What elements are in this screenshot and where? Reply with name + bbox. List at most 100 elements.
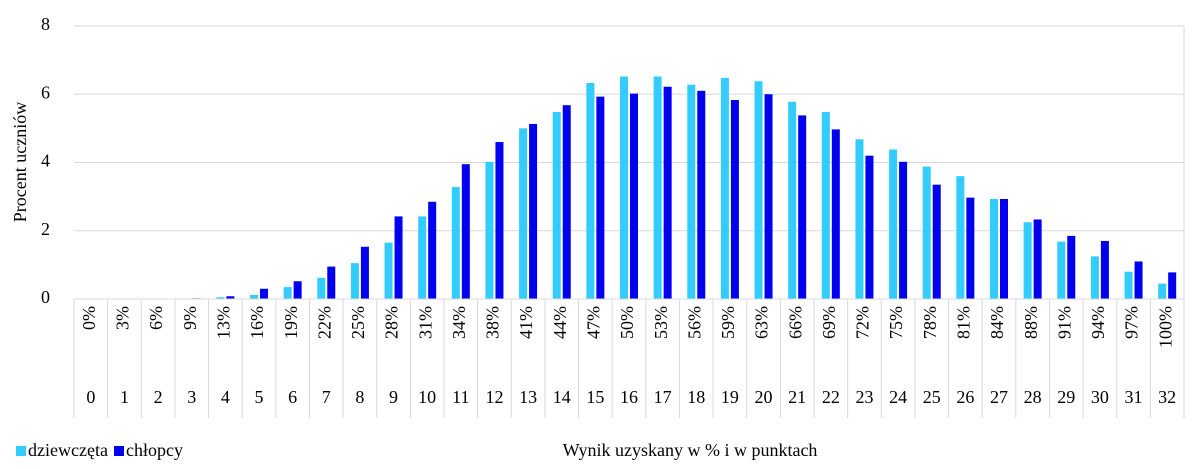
x-tick-label: 63% bbox=[752, 306, 772, 339]
bar bbox=[596, 97, 604, 299]
x-tick-label-points: 6 bbox=[288, 387, 297, 407]
bar bbox=[798, 115, 806, 299]
x-tick-label: 75% bbox=[886, 306, 906, 339]
x-tick-label-points: 30 bbox=[1091, 387, 1109, 407]
bar bbox=[990, 199, 998, 299]
bar bbox=[485, 162, 493, 299]
x-tick-label: 31% bbox=[415, 306, 435, 339]
bar bbox=[519, 128, 527, 299]
bar bbox=[351, 263, 359, 299]
x-tick-label-points: 21 bbox=[788, 387, 806, 407]
bar bbox=[317, 278, 325, 299]
bar bbox=[1135, 261, 1143, 299]
x-tick-label-points: 1 bbox=[120, 387, 129, 407]
x-tick-label-points: 29 bbox=[1057, 387, 1075, 407]
x-tick-label: 34% bbox=[449, 306, 469, 339]
bar bbox=[899, 162, 907, 299]
x-tick-label: 78% bbox=[920, 306, 940, 339]
x-tick-label-points: 20 bbox=[755, 387, 773, 407]
bar bbox=[889, 150, 897, 299]
x-tick-label-points: 28 bbox=[1024, 387, 1042, 407]
bar bbox=[260, 289, 268, 299]
bar bbox=[697, 91, 705, 299]
x-tick-label: 97% bbox=[1122, 306, 1142, 339]
bar bbox=[966, 198, 974, 299]
x-tick-label: 53% bbox=[651, 306, 671, 339]
x-tick-label-points: 4 bbox=[221, 387, 230, 407]
x-tick-label: 25% bbox=[348, 306, 368, 339]
bar bbox=[933, 185, 941, 299]
bar bbox=[250, 295, 258, 299]
y-tick-label: 6 bbox=[41, 82, 50, 102]
bar bbox=[361, 247, 369, 299]
x-tick-label: 9% bbox=[180, 306, 200, 330]
legend-swatch bbox=[114, 446, 124, 456]
bar bbox=[327, 267, 335, 299]
x-tick-label: 6% bbox=[146, 306, 166, 330]
bar bbox=[553, 112, 561, 299]
x-tick-label-points: 22 bbox=[822, 387, 840, 407]
x-tick-label: 69% bbox=[819, 306, 839, 339]
x-tick-label: 88% bbox=[1021, 306, 1041, 339]
legend-swatch bbox=[16, 446, 26, 456]
x-tick-label-points: 31 bbox=[1125, 387, 1143, 407]
bar bbox=[586, 83, 594, 299]
x-tick-label: 3% bbox=[113, 306, 133, 330]
x-tick-label-points: 32 bbox=[1158, 387, 1176, 407]
bar bbox=[1091, 256, 1099, 299]
x-tick-label-points: 2 bbox=[154, 387, 163, 407]
bar bbox=[721, 78, 729, 299]
bar bbox=[452, 187, 460, 299]
x-tick-label-points: 17 bbox=[654, 387, 672, 407]
bar bbox=[620, 77, 628, 299]
y-tick-label: 8 bbox=[41, 14, 50, 34]
bar bbox=[788, 102, 796, 299]
bar bbox=[731, 100, 739, 299]
x-tick-label-points: 24 bbox=[889, 387, 907, 407]
x-tick-label-points: 14 bbox=[553, 387, 571, 407]
x-tick-label-points: 5 bbox=[255, 387, 264, 407]
bar bbox=[765, 94, 773, 299]
x-tick-label-points: 12 bbox=[485, 387, 503, 407]
y-tick-label: 4 bbox=[41, 151, 50, 171]
bar bbox=[1000, 199, 1008, 299]
x-tick-label-points: 7 bbox=[322, 387, 331, 407]
x-tick-label-points: 15 bbox=[586, 387, 604, 407]
bar bbox=[1125, 272, 1133, 299]
legend-label: chłopcy bbox=[126, 440, 183, 460]
x-tick-label-points: 18 bbox=[687, 387, 705, 407]
x-tick-label: 50% bbox=[617, 306, 637, 339]
x-tick-label: 22% bbox=[314, 306, 334, 339]
x-tick-label: 47% bbox=[583, 306, 603, 339]
x-tick-label: 72% bbox=[853, 306, 873, 339]
x-tick-label: 28% bbox=[382, 306, 402, 339]
bar bbox=[865, 156, 873, 299]
x-tick-label: 91% bbox=[1054, 306, 1074, 339]
bar bbox=[956, 176, 964, 299]
x-tick-label: 19% bbox=[281, 306, 301, 339]
x-axis-label: Wynik uzyskany w % i w punktach bbox=[563, 440, 818, 460]
bar bbox=[630, 94, 638, 299]
x-tick-label-points: 27 bbox=[990, 387, 1008, 407]
x-tick-label-points: 11 bbox=[452, 387, 469, 407]
x-tick-label: 56% bbox=[684, 306, 704, 339]
bar bbox=[664, 87, 672, 299]
bar bbox=[1057, 242, 1065, 299]
x-tick-label: 16% bbox=[247, 306, 267, 339]
bar bbox=[529, 124, 537, 299]
x-tick-label-points: 0 bbox=[86, 387, 95, 407]
bar bbox=[923, 167, 931, 299]
x-tick-label: 94% bbox=[1088, 306, 1108, 339]
x-tick-label: 41% bbox=[516, 306, 536, 339]
bar bbox=[1024, 222, 1032, 299]
bar bbox=[563, 105, 571, 299]
x-tick-label: 84% bbox=[987, 306, 1007, 339]
bar bbox=[755, 81, 763, 299]
bar bbox=[428, 202, 436, 299]
bar bbox=[385, 243, 393, 299]
x-tick-label: 100% bbox=[1155, 306, 1175, 348]
bar bbox=[1034, 219, 1042, 299]
bar bbox=[1067, 236, 1075, 299]
bar bbox=[832, 129, 840, 299]
